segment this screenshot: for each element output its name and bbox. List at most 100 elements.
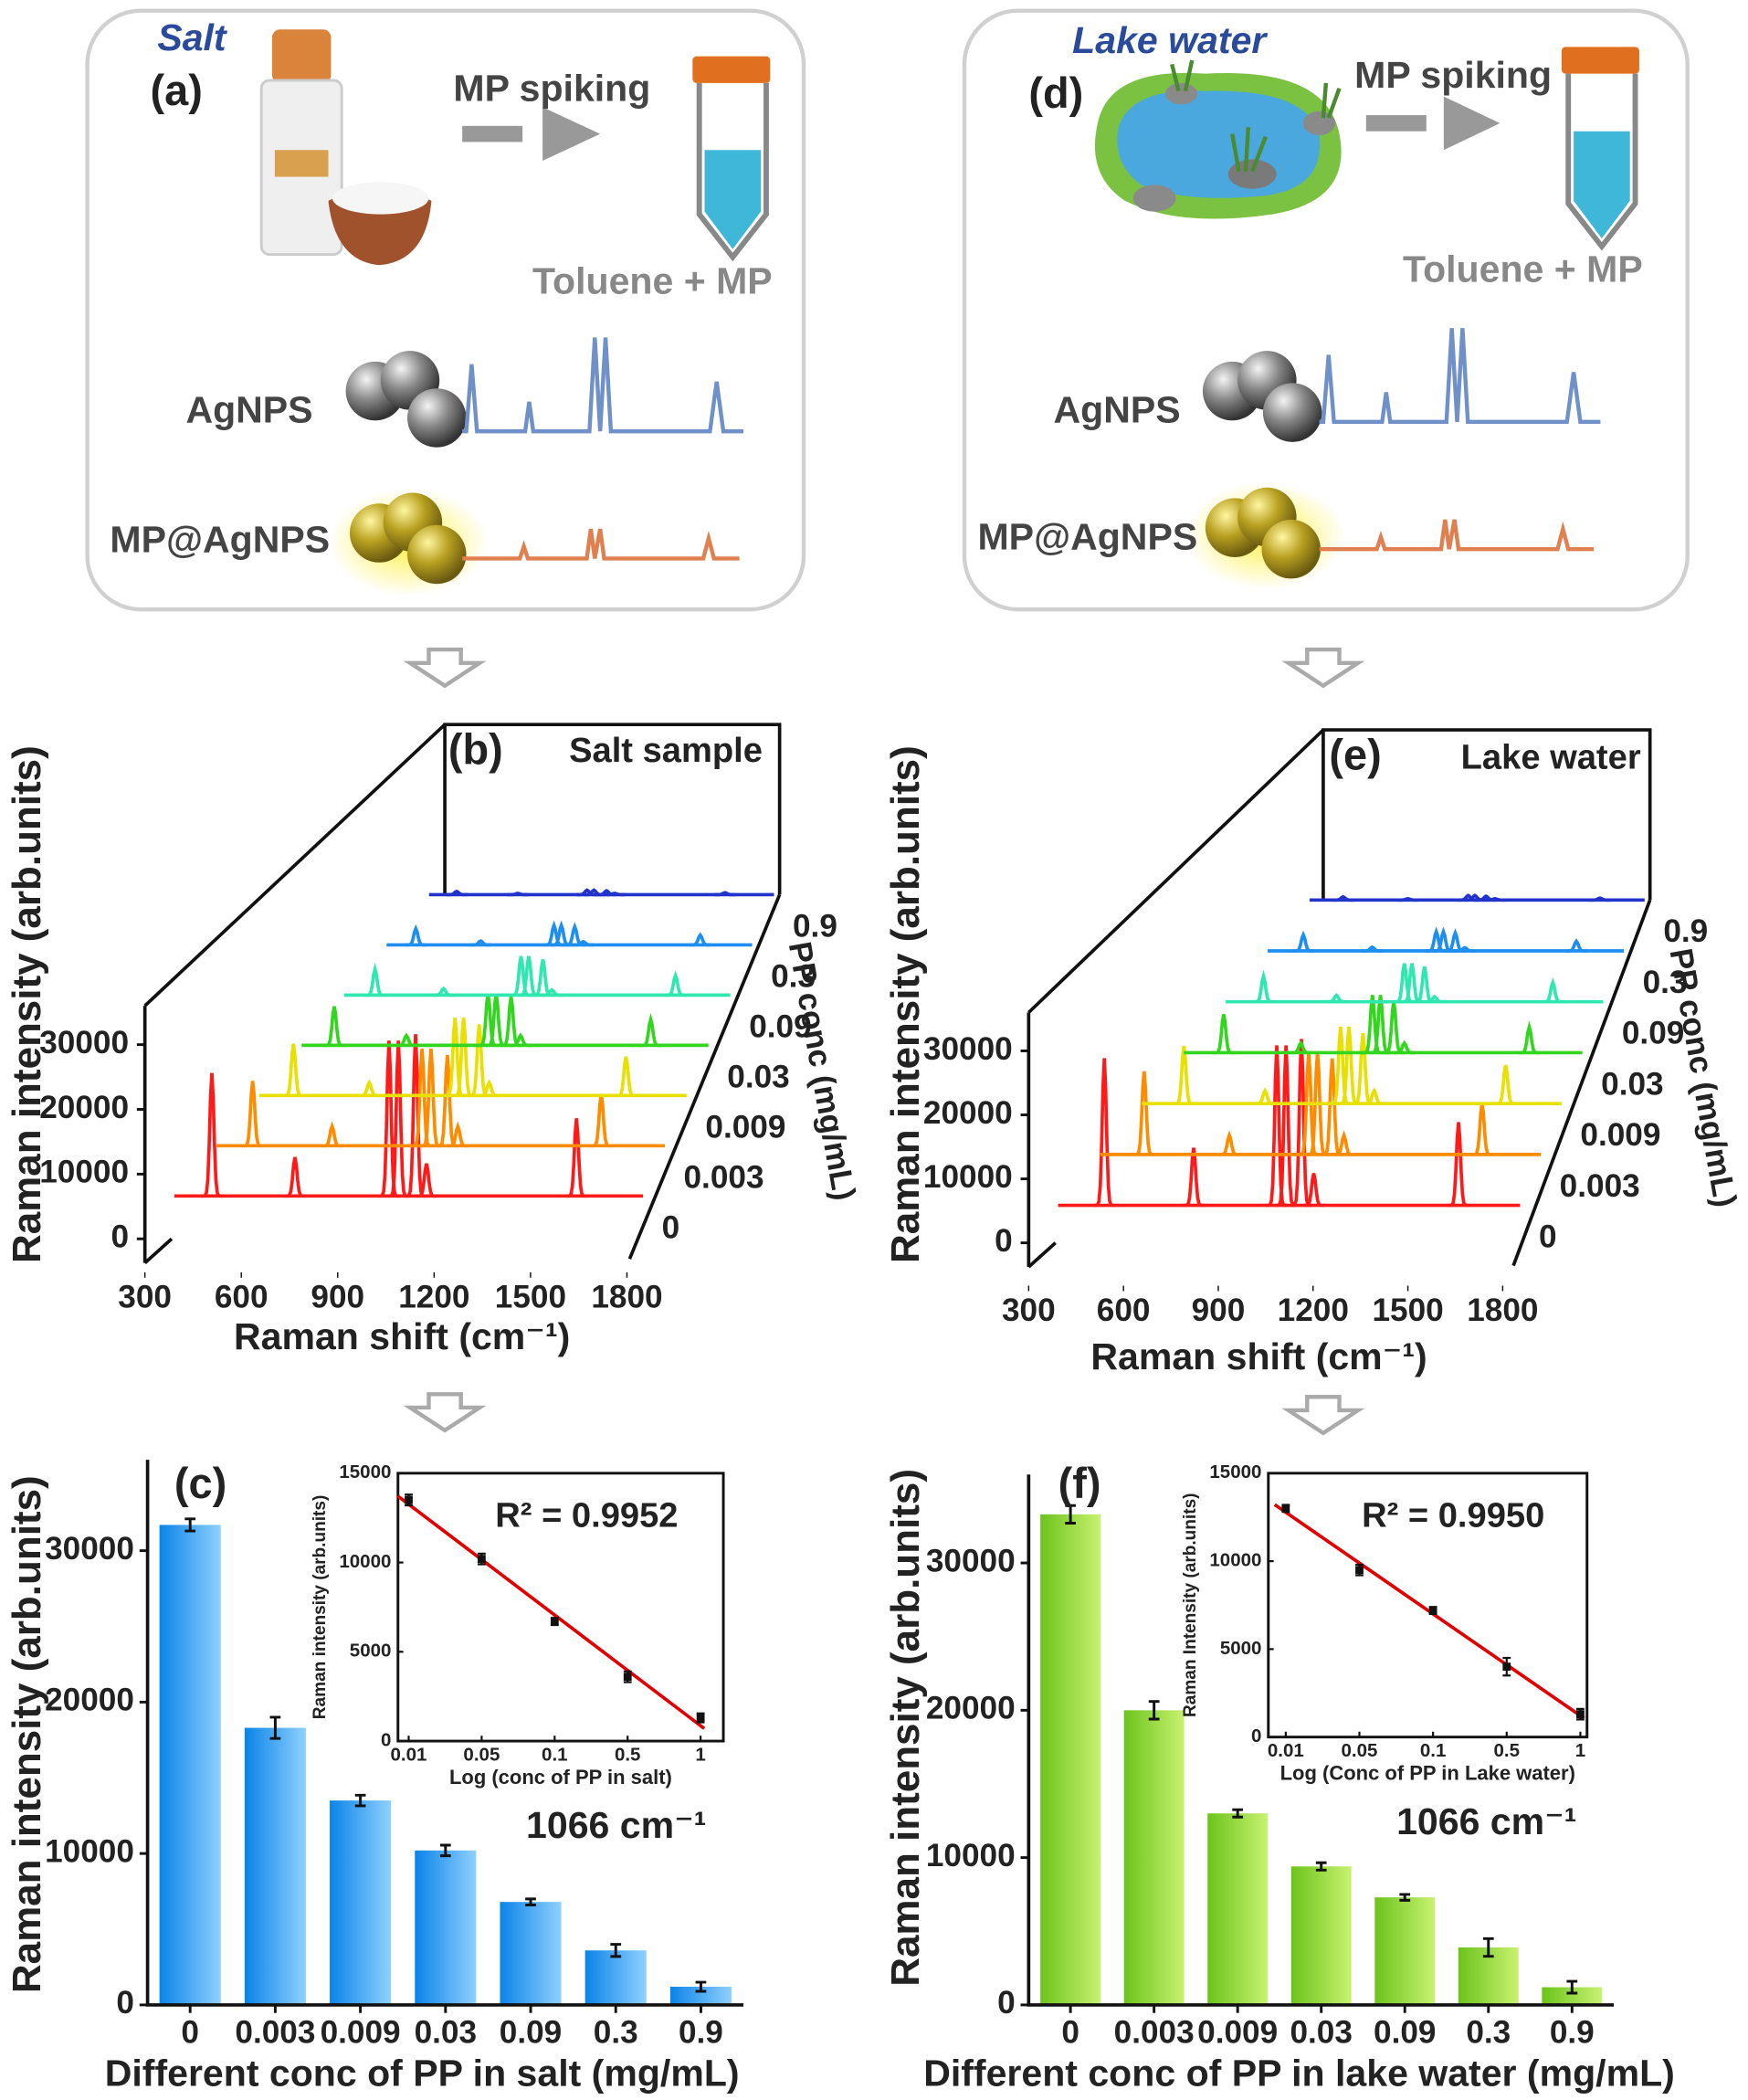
- error-bar: [1232, 1808, 1244, 1819]
- spectrum-peak: [507, 892, 529, 897]
- y-tick-label: 0: [1251, 1725, 1261, 1746]
- x-tick-label: 0.03: [415, 2014, 477, 2050]
- y-tick-label: 15000: [339, 1462, 391, 1483]
- annotation: 1066 cm⁻¹: [526, 1804, 706, 1846]
- spectrum-peak: [532, 959, 554, 997]
- spectrum-peak: [639, 1012, 662, 1048]
- spectrum-icon: [1319, 328, 1601, 425]
- z-tick-label: 0.003: [1560, 1168, 1640, 1204]
- data-point: [1576, 1710, 1585, 1719]
- spectrum-peak: [241, 1081, 264, 1148]
- x-tick-label: 0.009: [1197, 2014, 1278, 2050]
- arrow-head: [1443, 96, 1501, 151]
- x-tick-label: 0.5: [615, 1745, 641, 1766]
- spectrum-peak: [572, 939, 595, 947]
- panel-label: (b): [448, 725, 503, 773]
- back-wall: [443, 723, 782, 895]
- annotation: R² = 0.9952: [495, 1495, 678, 1535]
- error-bar: [439, 1843, 451, 1858]
- x-tick-label: 0.003: [1114, 2014, 1195, 2050]
- axes: [145, 1460, 744, 2007]
- y-tick-label: 10000: [339, 1551, 391, 1572]
- probe-label: AgNPS: [1054, 388, 1181, 430]
- nanoparticle: [407, 524, 467, 585]
- step-label: MP spiking: [1354, 54, 1552, 96]
- spectrum-peak: [1457, 893, 1479, 902]
- bar: [1290, 1866, 1352, 2005]
- z-axis-label: PP conc (mg/mL): [1662, 945, 1743, 1209]
- z-tick-label: 0.03: [727, 1059, 789, 1094]
- axes: [1027, 1474, 1615, 2007]
- y-tick-label: 30000: [39, 1025, 129, 1061]
- x-tick-label: 0.1: [1420, 1740, 1447, 1761]
- spectrum-peak: [615, 1056, 637, 1098]
- spectrum-peak: [563, 922, 586, 947]
- data-point: [1281, 1504, 1290, 1513]
- data-point: [405, 1495, 413, 1504]
- x-axis-label: Raman shift (cm⁻¹): [1090, 1335, 1427, 1377]
- spectrum-peak: [1393, 1039, 1416, 1055]
- spectrum-peak: [690, 932, 711, 947]
- x-tick-label: 1500: [1372, 1293, 1443, 1328]
- arrow-body: [1365, 115, 1427, 132]
- spectrum-peak: [1383, 1001, 1405, 1055]
- y-axis-label: Raman intensity (arb.units): [883, 745, 928, 1263]
- spectrum-peak: [1494, 1064, 1517, 1105]
- spectrum-peak: [1325, 993, 1348, 1004]
- nanoparticle: [407, 388, 467, 448]
- spectrum-peak: [411, 1048, 433, 1148]
- spectrum-peak: [1292, 930, 1314, 953]
- bar: [1374, 1897, 1436, 2005]
- box-edge: [143, 723, 447, 1008]
- error-bar: [1065, 1504, 1076, 1525]
- spectrum-peak: [447, 1121, 469, 1148]
- error-bar: [525, 1897, 536, 1906]
- spectrum-peak: [321, 1121, 343, 1148]
- y-tick-label: 30000: [926, 1543, 1016, 1578]
- panel-label: (f): [1058, 1460, 1101, 1507]
- spectrum-peak: [405, 923, 427, 947]
- arrow-head: [542, 107, 601, 161]
- tube-cap: [1561, 47, 1639, 74]
- nanoparticle: [1261, 519, 1321, 579]
- x-tick-label: 0.03: [1290, 2014, 1352, 2050]
- fit-line: [396, 1494, 706, 1730]
- spectrum-peak: [469, 1024, 490, 1098]
- x-tick-label: 0.9: [1550, 2014, 1595, 2050]
- z-tick-label: 0.09: [749, 1008, 811, 1044]
- z-tick-label: 0.3: [771, 958, 816, 994]
- shaker-cap: [271, 29, 332, 83]
- box-edge: [1511, 899, 1652, 1267]
- x-tick-label: 600: [1097, 1293, 1151, 1328]
- spectrum-peak: [1332, 894, 1354, 902]
- annotation: R² = 0.9950: [1362, 1495, 1544, 1535]
- step-label: MP spiking: [453, 68, 650, 110]
- x-tick-label: 1: [1575, 1740, 1585, 1761]
- data-point: [1355, 1566, 1364, 1575]
- y-tick-label: 20000: [39, 1090, 129, 1125]
- panel-label: (e): [1329, 731, 1381, 778]
- spectrum-peak: [432, 986, 455, 997]
- y-tick-label: 0: [997, 1985, 1016, 2021]
- tube-liquid: [1574, 131, 1630, 238]
- x-tick-label: 300: [118, 1280, 172, 1315]
- z-tick-label: 0.03: [1601, 1066, 1663, 1102]
- error-bar: [1315, 1861, 1327, 1872]
- x-tick-label: 0.01: [1268, 1740, 1304, 1761]
- spectrum-peak: [284, 1156, 306, 1198]
- spectrum-icon: [462, 337, 744, 434]
- error-bar: [1148, 1700, 1160, 1721]
- y-axis-label: Raman intensity (arb.units): [5, 745, 49, 1263]
- spectrum-peak: [1454, 945, 1476, 953]
- flow-arrows: [403, 647, 1365, 1436]
- y-tick-label: 5000: [1220, 1638, 1262, 1659]
- spectrum-peak: [1542, 977, 1564, 1004]
- x-tick-label: 0.1: [542, 1745, 568, 1766]
- spectrum-icon: [462, 528, 740, 561]
- data-point: [623, 1673, 632, 1682]
- bar: [669, 1987, 732, 2005]
- spectrum-peak: [478, 1079, 500, 1098]
- y-tick-label: 30000: [45, 1531, 134, 1567]
- spectrum-peak: [1321, 1058, 1343, 1156]
